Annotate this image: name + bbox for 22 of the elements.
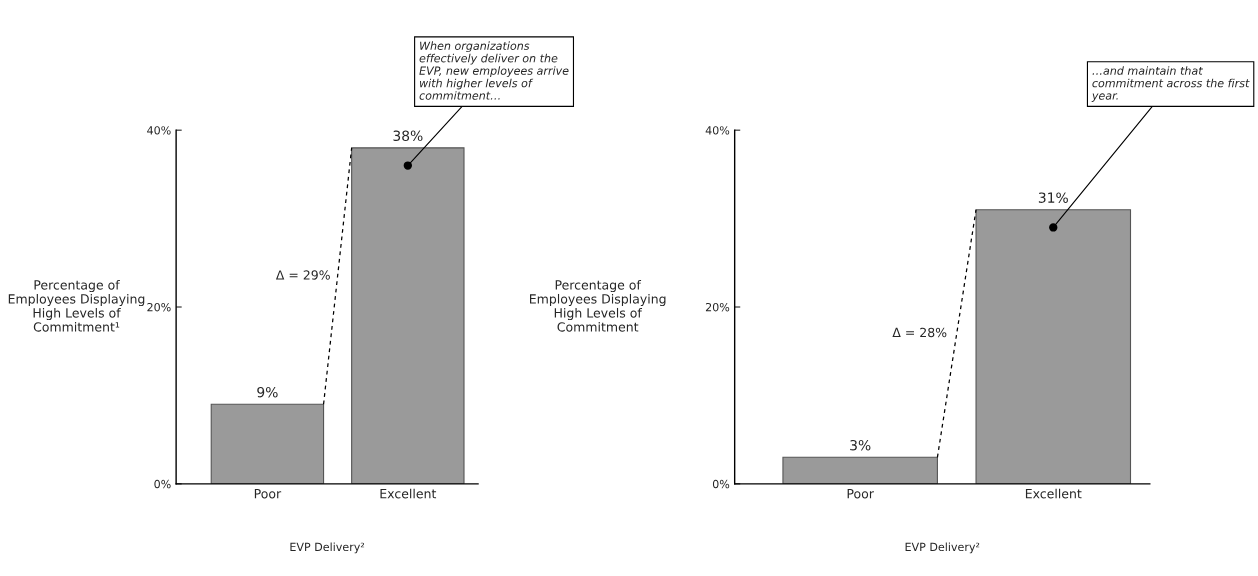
data-label: 3%	[850, 439, 871, 451]
annotation: Δ = 29%	[275, 270, 330, 280]
y-tick-label: 20%	[705, 302, 730, 312]
y-tick-label: 0%	[712, 479, 730, 489]
y-tick-label: 40%	[147, 126, 171, 135]
y-tick-label: 40%	[705, 126, 730, 135]
data-label: 31%	[1038, 192, 1068, 203]
x-tick-label: Excellent	[1025, 488, 1082, 499]
annotation: …and maintain that commitment across the first year.	[1091, 66, 1250, 102]
annotation: Δ = 28%	[892, 327, 947, 338]
y-axis-title: Percentage of Employees Displaying High Levels of Commitment¹	[8, 279, 145, 332]
x-axis-title: EVP Delivery²	[905, 542, 980, 554]
x-tick-label: Poor	[254, 489, 282, 499]
x-tick-label: Poor	[847, 489, 874, 499]
y-tick-label: 20%	[147, 302, 171, 312]
y-tick-label: 0%	[154, 479, 171, 489]
x-axis-title: EVP Delivery²	[290, 542, 365, 554]
data-label: 38%	[393, 130, 423, 141]
annotation: When organizations effectively deliver on the EVP, new employees arrive with higher levels of commitment…	[419, 41, 569, 100]
y-axis-title: Percentage of Employees Displaying High Levels of Commitment	[530, 279, 666, 332]
data-label: 9%	[257, 386, 278, 398]
x-tick-label: Excellent	[380, 488, 437, 499]
